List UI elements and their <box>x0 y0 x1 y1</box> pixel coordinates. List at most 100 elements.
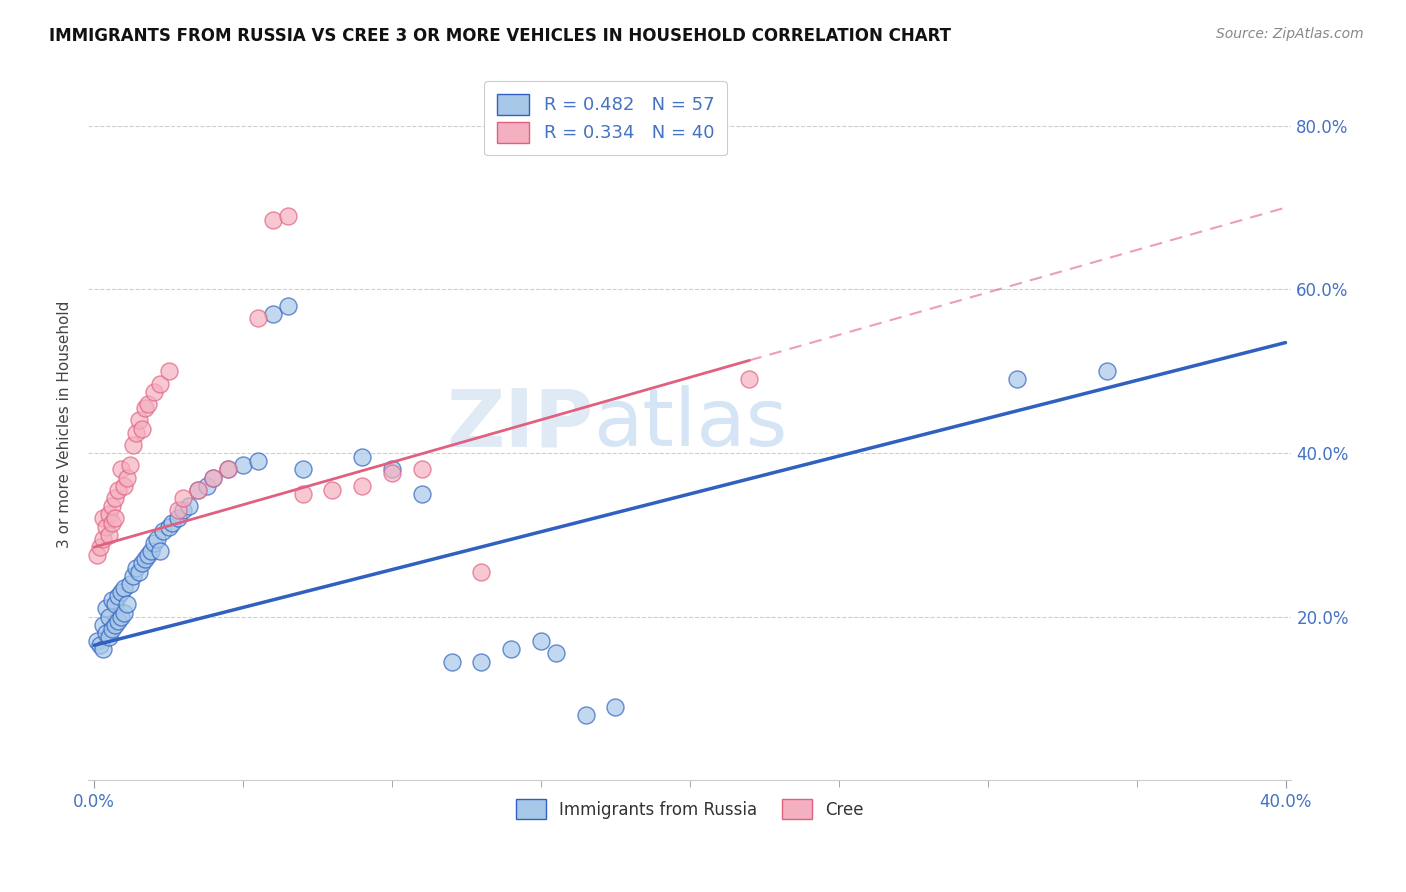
Point <box>121 568 143 582</box>
Point <box>131 557 153 571</box>
Point <box>381 467 404 481</box>
Point <box>112 581 135 595</box>
Point <box>112 606 135 620</box>
Point <box>94 601 117 615</box>
Point <box>195 479 218 493</box>
Point <box>411 487 433 501</box>
Point <box>142 536 165 550</box>
Text: Source: ZipAtlas.com: Source: ZipAtlas.com <box>1216 27 1364 41</box>
Point <box>128 565 150 579</box>
Point <box>321 483 343 497</box>
Point <box>574 707 596 722</box>
Point <box>121 438 143 452</box>
Point <box>262 212 284 227</box>
Point <box>605 699 627 714</box>
Point <box>98 508 121 522</box>
Point <box>112 479 135 493</box>
Point <box>107 614 129 628</box>
Point <box>440 655 463 669</box>
Point <box>1007 372 1029 386</box>
Y-axis label: 3 or more Vehicles in Household: 3 or more Vehicles in Household <box>58 301 72 548</box>
Point <box>152 524 174 538</box>
Point <box>738 372 761 386</box>
Point <box>157 364 180 378</box>
Point <box>277 299 299 313</box>
Point <box>104 491 127 505</box>
Point <box>101 593 124 607</box>
Point <box>94 626 117 640</box>
Point <box>187 483 209 497</box>
Point <box>262 307 284 321</box>
Point <box>291 462 314 476</box>
Point <box>411 462 433 476</box>
Point <box>110 609 132 624</box>
Point <box>291 487 314 501</box>
Point <box>115 598 138 612</box>
Point <box>142 384 165 399</box>
Point <box>1095 364 1118 378</box>
Point <box>94 519 117 533</box>
Point <box>125 425 148 440</box>
Point <box>104 618 127 632</box>
Point <box>202 470 225 484</box>
Point <box>136 549 159 563</box>
Point <box>91 511 114 525</box>
Point <box>134 401 156 415</box>
Point <box>110 585 132 599</box>
Point <box>149 376 172 391</box>
Point <box>86 549 108 563</box>
Point <box>91 642 114 657</box>
Point <box>101 622 124 636</box>
Point <box>89 540 111 554</box>
Point <box>136 397 159 411</box>
Point <box>246 454 269 468</box>
Point <box>104 598 127 612</box>
Point <box>232 458 254 473</box>
Point <box>134 552 156 566</box>
Point <box>131 421 153 435</box>
Point <box>217 462 239 476</box>
Point <box>149 544 172 558</box>
Point <box>101 516 124 530</box>
Point <box>107 483 129 497</box>
Point <box>187 483 209 497</box>
Point <box>89 638 111 652</box>
Point <box>352 450 374 464</box>
Legend: Immigrants from Russia, Cree: Immigrants from Russia, Cree <box>509 793 870 825</box>
Point <box>91 532 114 546</box>
Point <box>86 634 108 648</box>
Point <box>179 500 201 514</box>
Point <box>107 589 129 603</box>
Point <box>217 462 239 476</box>
Point <box>470 565 492 579</box>
Point <box>381 462 404 476</box>
Point <box>352 479 374 493</box>
Point <box>501 642 523 657</box>
Point <box>98 528 121 542</box>
Point <box>125 560 148 574</box>
Point <box>172 491 194 505</box>
Point <box>470 655 492 669</box>
Point <box>98 630 121 644</box>
Point <box>172 503 194 517</box>
Point <box>110 462 132 476</box>
Point <box>157 519 180 533</box>
Point <box>118 577 141 591</box>
Point <box>128 413 150 427</box>
Point <box>98 609 121 624</box>
Point <box>530 634 553 648</box>
Point <box>202 470 225 484</box>
Point <box>104 511 127 525</box>
Point <box>145 532 167 546</box>
Point <box>91 618 114 632</box>
Point <box>115 470 138 484</box>
Text: atlas: atlas <box>593 385 787 464</box>
Point <box>166 503 188 517</box>
Text: ZIP: ZIP <box>446 385 593 464</box>
Point <box>139 544 162 558</box>
Point <box>166 511 188 525</box>
Point <box>160 516 183 530</box>
Text: IMMIGRANTS FROM RUSSIA VS CREE 3 OR MORE VEHICLES IN HOUSEHOLD CORRELATION CHART: IMMIGRANTS FROM RUSSIA VS CREE 3 OR MORE… <box>49 27 952 45</box>
Point <box>246 311 269 326</box>
Point <box>544 647 567 661</box>
